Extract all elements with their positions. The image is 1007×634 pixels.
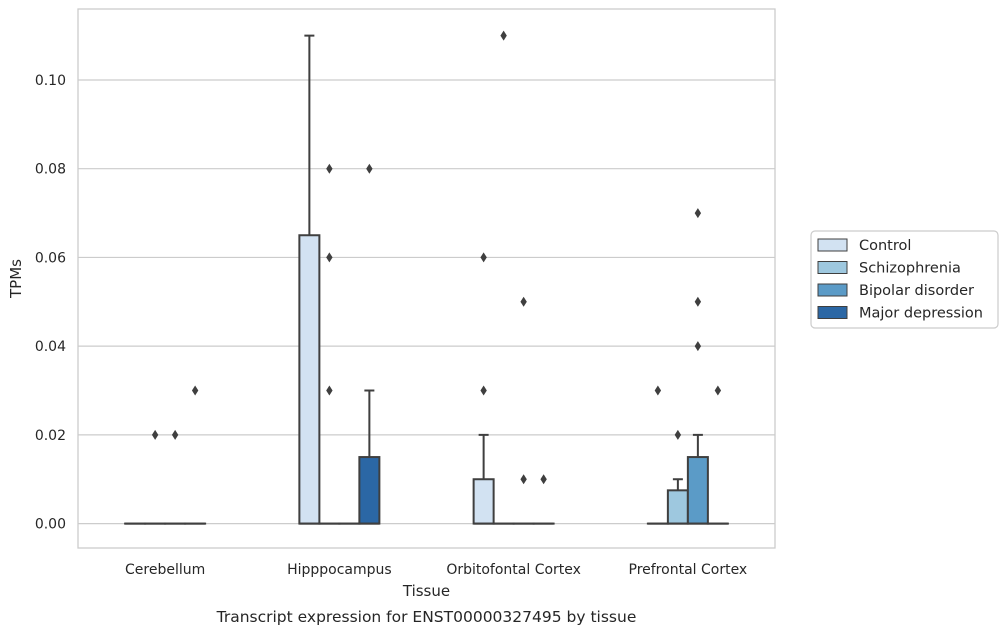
box-control bbox=[472, 252, 495, 525]
box-major-depression bbox=[184, 385, 207, 525]
box-bipolar-disorder bbox=[686, 208, 709, 525]
x-tick-label: Orbitofontal Cortex bbox=[446, 562, 581, 578]
box-bipolar-disorder bbox=[512, 296, 535, 525]
outlier-point bbox=[500, 30, 507, 41]
legend-swatch bbox=[817, 238, 848, 252]
y-tick-label: 0.04 bbox=[35, 339, 66, 355]
box-major-depression bbox=[706, 385, 729, 525]
y-axis-ticks: 0.00 0.02 0.04 0.06 0.08 0.10 bbox=[35, 73, 66, 533]
box-schizophrenia bbox=[318, 163, 341, 525]
box-bipolar-disorder bbox=[164, 429, 187, 525]
x-tick-label: Cerebellum bbox=[125, 562, 205, 578]
y-axis-label: TPMs bbox=[7, 259, 25, 299]
outlier-point bbox=[694, 208, 702, 219]
legend-label: Bipolar disorder bbox=[859, 283, 974, 299]
outlier-point bbox=[366, 163, 373, 174]
outlier-point bbox=[714, 385, 722, 396]
y-tick-label: 0.10 bbox=[35, 73, 66, 89]
outlier-point bbox=[151, 429, 159, 440]
legend-frame bbox=[810, 230, 999, 329]
legend-label: Schizophrenia bbox=[859, 261, 961, 277]
box-groups bbox=[124, 30, 729, 525]
outlier-point bbox=[520, 474, 527, 485]
outlier-point bbox=[674, 429, 682, 440]
legend-swatch bbox=[817, 261, 848, 274]
outlier-point bbox=[326, 163, 333, 174]
outlier-point bbox=[326, 385, 333, 396]
legend-swatch bbox=[817, 283, 848, 297]
outlier-point bbox=[520, 296, 527, 307]
x-tick-label: Hipppocampus bbox=[287, 562, 392, 578]
outlier-point bbox=[480, 252, 487, 263]
x-axis-label: Tissue bbox=[402, 582, 450, 600]
outlier-point bbox=[480, 385, 487, 396]
box bbox=[358, 456, 381, 525]
chart-caption: Transcript expression for ENST0000032749… bbox=[216, 608, 637, 626]
outlier-point bbox=[540, 474, 547, 485]
box-schizophrenia bbox=[144, 429, 167, 525]
legend-label: Major depression bbox=[859, 306, 983, 322]
y-tick-label: 0.02 bbox=[35, 428, 66, 444]
outlier-point bbox=[191, 385, 199, 396]
x-axis-ticks: Cerebellum Hipppocampus Orbitofontal Corte… bbox=[125, 562, 747, 578]
box-major-depression bbox=[532, 474, 555, 525]
outlier-point bbox=[694, 296, 702, 307]
outlier-point bbox=[171, 429, 179, 440]
x-tick-label: Prefrontal Cortex bbox=[629, 562, 748, 578]
box bbox=[666, 489, 689, 525]
box bbox=[298, 234, 321, 525]
legend-swatch bbox=[817, 306, 848, 319]
box-schizophrenia bbox=[666, 429, 689, 525]
legend-label: Control bbox=[859, 238, 911, 254]
box-major-depression bbox=[358, 163, 381, 525]
y-tick-label: 0.08 bbox=[35, 162, 66, 178]
y-tick-label: 0.06 bbox=[35, 250, 66, 266]
box bbox=[472, 478, 495, 525]
plot-frame bbox=[77, 8, 776, 549]
legend: Control Schizophrenia Bipolar disorder Majo… bbox=[810, 230, 999, 329]
box bbox=[686, 456, 709, 525]
box-schizophrenia bbox=[492, 30, 515, 525]
outlier-point bbox=[654, 385, 662, 396]
box-control bbox=[298, 34, 321, 525]
outlier-point bbox=[694, 341, 702, 352]
box-control bbox=[646, 385, 669, 525]
gridlines bbox=[78, 79, 775, 525]
outlier-point bbox=[326, 252, 333, 263]
y-tick-label: 0.00 bbox=[35, 517, 66, 533]
